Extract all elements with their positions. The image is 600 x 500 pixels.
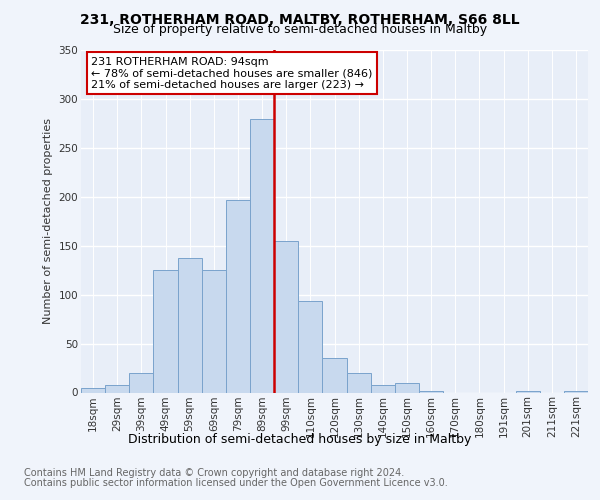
Bar: [129, 373, 154, 392]
Y-axis label: Number of semi-detached properties: Number of semi-detached properties: [43, 118, 53, 324]
Bar: [564, 390, 588, 392]
Bar: [515, 390, 540, 392]
Bar: [395, 382, 419, 392]
Text: Contains public sector information licensed under the Open Government Licence v3: Contains public sector information licen…: [24, 478, 448, 488]
Bar: [347, 373, 371, 392]
Bar: [154, 270, 178, 392]
Bar: [274, 241, 298, 392]
Bar: [105, 384, 129, 392]
Bar: [371, 384, 395, 392]
Bar: [202, 270, 226, 392]
Text: 231 ROTHERHAM ROAD: 94sqm
← 78% of semi-detached houses are smaller (846)
21% of: 231 ROTHERHAM ROAD: 94sqm ← 78% of semi-…: [91, 57, 373, 90]
Bar: [178, 258, 202, 392]
Bar: [81, 388, 105, 392]
Text: 231, ROTHERHAM ROAD, MALTBY, ROTHERHAM, S66 8LL: 231, ROTHERHAM ROAD, MALTBY, ROTHERHAM, …: [80, 12, 520, 26]
Bar: [226, 200, 250, 392]
Bar: [322, 358, 347, 392]
Text: Contains HM Land Registry data © Crown copyright and database right 2024.: Contains HM Land Registry data © Crown c…: [24, 468, 404, 477]
Bar: [419, 390, 443, 392]
Bar: [250, 118, 274, 392]
Text: Distribution of semi-detached houses by size in Maltby: Distribution of semi-detached houses by …: [128, 432, 472, 446]
Text: Size of property relative to semi-detached houses in Maltby: Size of property relative to semi-detach…: [113, 22, 487, 36]
Bar: [298, 302, 322, 392]
